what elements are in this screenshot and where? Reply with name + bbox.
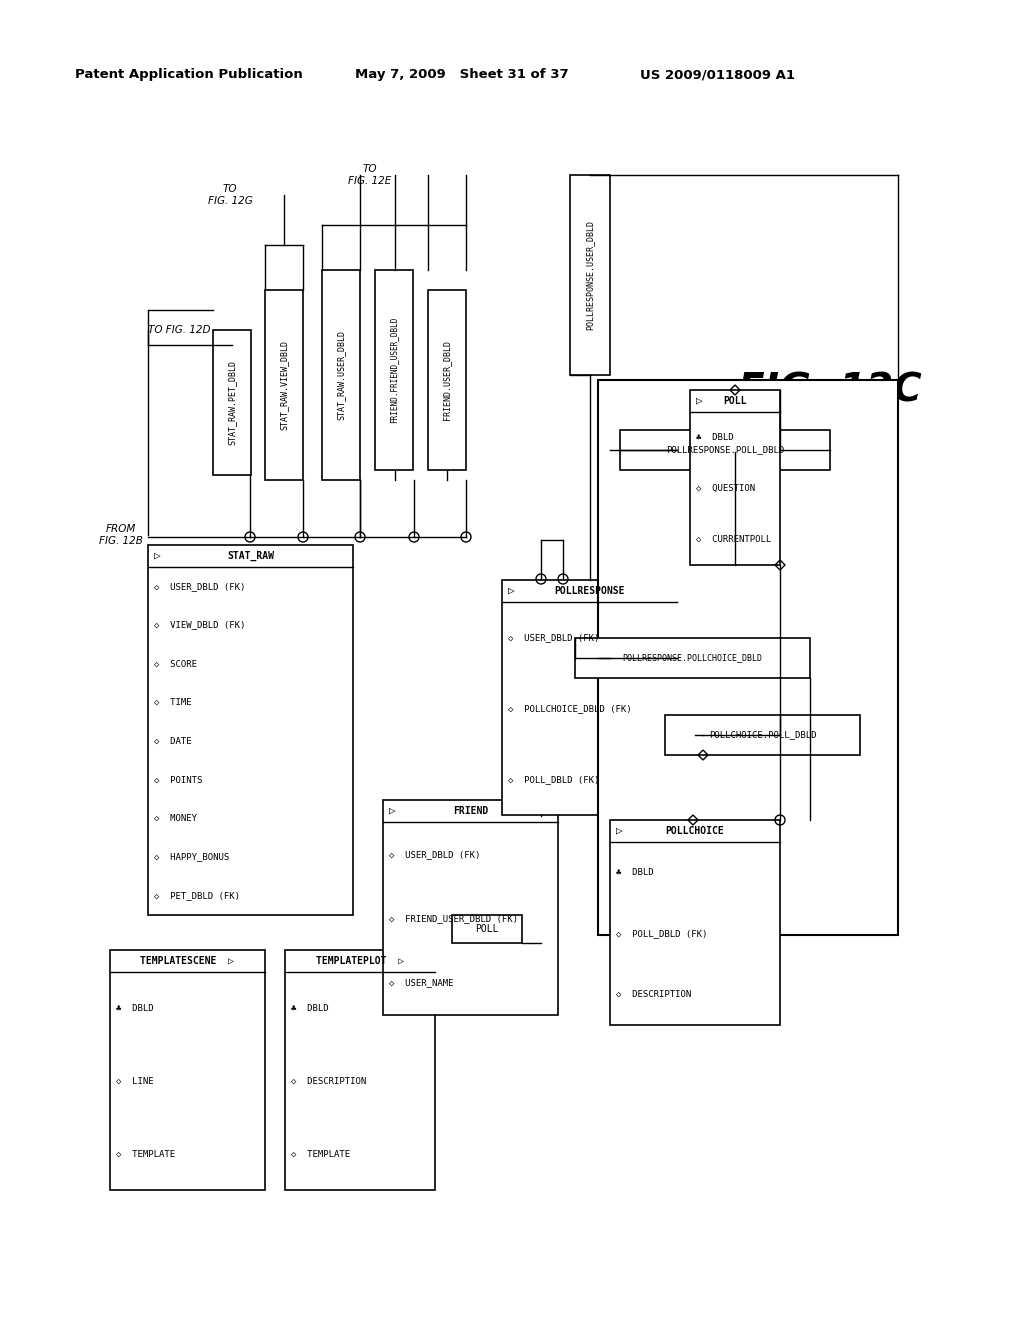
Text: TO
FIG. 12E: TO FIG. 12E	[348, 164, 391, 186]
Text: ◇  LINE: ◇ LINE	[116, 1077, 154, 1085]
Text: ◇  DATE: ◇ DATE	[154, 737, 191, 746]
FancyBboxPatch shape	[428, 290, 466, 470]
Text: POLLRESPONSE.POLL_DBLD: POLLRESPONSE.POLL_DBLD	[666, 446, 784, 454]
Text: ◇  MONEY: ◇ MONEY	[154, 814, 197, 822]
Text: STAT_RAW.VIEW_DBLD: STAT_RAW.VIEW_DBLD	[280, 341, 289, 430]
Text: ▷: ▷	[696, 396, 702, 407]
Text: ◇  USER_DBLD (FK): ◇ USER_DBLD (FK)	[508, 634, 599, 642]
Text: STAT_RAW.USER_DBLD: STAT_RAW.USER_DBLD	[337, 330, 345, 420]
FancyBboxPatch shape	[213, 330, 251, 475]
Text: STAT_RAW.PET_DBLD: STAT_RAW.PET_DBLD	[227, 360, 237, 445]
Text: TO FIG. 12D: TO FIG. 12D	[148, 325, 211, 335]
Text: US 2009/0118009 A1: US 2009/0118009 A1	[640, 69, 795, 81]
Text: STAT_RAW: STAT_RAW	[227, 550, 274, 561]
Text: ◇  USER_NAME: ◇ USER_NAME	[389, 978, 454, 987]
Text: Patent Application Publication: Patent Application Publication	[75, 69, 303, 81]
Text: ▷: ▷	[508, 586, 515, 597]
Text: ◇  USER_DBLD (FK): ◇ USER_DBLD (FK)	[389, 850, 480, 859]
Text: POLLCHOICE: POLLCHOICE	[666, 826, 724, 836]
Text: ♣  DBLD: ♣ DBLD	[696, 433, 733, 442]
Text: ◇  POLLCHOICE_DBLD (FK): ◇ POLLCHOICE_DBLD (FK)	[508, 704, 632, 713]
Text: ◇  POLL_DBLD (FK): ◇ POLL_DBLD (FK)	[616, 929, 708, 939]
Text: ▷: ▷	[389, 807, 395, 816]
FancyBboxPatch shape	[110, 950, 265, 1191]
Text: ◇  POLL_DBLD (FK): ◇ POLL_DBLD (FK)	[508, 775, 599, 784]
Text: POLL: POLL	[723, 396, 746, 407]
Text: ◇  TIME: ◇ TIME	[154, 698, 191, 706]
FancyBboxPatch shape	[502, 579, 677, 814]
FancyBboxPatch shape	[598, 380, 898, 935]
Text: ◇  POINTS: ◇ POINTS	[154, 775, 203, 784]
FancyBboxPatch shape	[148, 545, 353, 915]
Text: ◇  SCORE: ◇ SCORE	[154, 659, 197, 668]
Text: POLL: POLL	[475, 924, 499, 935]
Text: ♣  DBLD: ♣ DBLD	[291, 1003, 329, 1012]
FancyBboxPatch shape	[570, 176, 610, 375]
FancyBboxPatch shape	[265, 290, 303, 480]
Text: TEMPLATESCENE  ▷: TEMPLATESCENE ▷	[140, 956, 234, 966]
Text: ◇  FRIEND_USER_DBLD (FK): ◇ FRIEND_USER_DBLD (FK)	[389, 913, 518, 923]
Text: ◇  TEMPLATE: ◇ TEMPLATE	[116, 1150, 175, 1158]
Text: TEMPLATEPLOT  ▷: TEMPLATEPLOT ▷	[316, 956, 404, 966]
Text: ♣  DBLD: ♣ DBLD	[116, 1003, 154, 1012]
FancyBboxPatch shape	[375, 271, 413, 470]
FancyBboxPatch shape	[690, 389, 780, 565]
Text: TO
FIG. 12G: TO FIG. 12G	[208, 185, 252, 206]
Text: FRIEND.USER_DBLD: FRIEND.USER_DBLD	[442, 341, 452, 420]
FancyBboxPatch shape	[665, 715, 860, 755]
Text: POLLRESPONSE.USER_DBLD: POLLRESPONSE.USER_DBLD	[586, 220, 595, 330]
Text: POLLRESPONSE: POLLRESPONSE	[554, 586, 625, 597]
Text: ◇  VIEW_DBLD (FK): ◇ VIEW_DBLD (FK)	[154, 620, 246, 630]
Text: FROM
FIG. 12B: FROM FIG. 12B	[99, 524, 143, 545]
Text: ◇  DESCRIPTION: ◇ DESCRIPTION	[616, 990, 691, 999]
Text: ◇  DESCRIPTION: ◇ DESCRIPTION	[291, 1077, 367, 1085]
FancyBboxPatch shape	[285, 950, 435, 1191]
FancyBboxPatch shape	[610, 820, 780, 1026]
Text: ◇  PET_DBLD (FK): ◇ PET_DBLD (FK)	[154, 891, 240, 900]
Text: ◇  HAPPY_BONUS: ◇ HAPPY_BONUS	[154, 853, 229, 862]
Text: ◇  TEMPLATE: ◇ TEMPLATE	[291, 1150, 350, 1158]
FancyBboxPatch shape	[322, 271, 360, 480]
Text: POLLRESPONSE.POLLCHOICE_DBLD: POLLRESPONSE.POLLCHOICE_DBLD	[623, 653, 763, 663]
Text: ▷: ▷	[154, 550, 161, 561]
FancyBboxPatch shape	[620, 430, 830, 470]
Text: ◇  USER_DBLD (FK): ◇ USER_DBLD (FK)	[154, 582, 246, 591]
FancyBboxPatch shape	[575, 638, 810, 678]
Text: May 7, 2009   Sheet 31 of 37: May 7, 2009 Sheet 31 of 37	[355, 69, 568, 81]
Text: FRIEND: FRIEND	[453, 807, 488, 816]
Text: ▷: ▷	[616, 826, 623, 836]
Text: FRIEND.FRIEND_USER_DBLD: FRIEND.FRIEND_USER_DBLD	[389, 317, 398, 424]
FancyBboxPatch shape	[383, 800, 558, 1015]
Text: ◇  QUESTION: ◇ QUESTION	[696, 484, 755, 492]
Text: POLLCHOICE.POLL_DBLD: POLLCHOICE.POLL_DBLD	[709, 730, 816, 739]
Text: ◇  CURRENTPOLL: ◇ CURRENTPOLL	[696, 535, 771, 544]
Text: ♣  DBLD: ♣ DBLD	[616, 869, 653, 876]
FancyBboxPatch shape	[452, 915, 522, 942]
Text: FIG. 12C: FIG. 12C	[738, 371, 922, 409]
